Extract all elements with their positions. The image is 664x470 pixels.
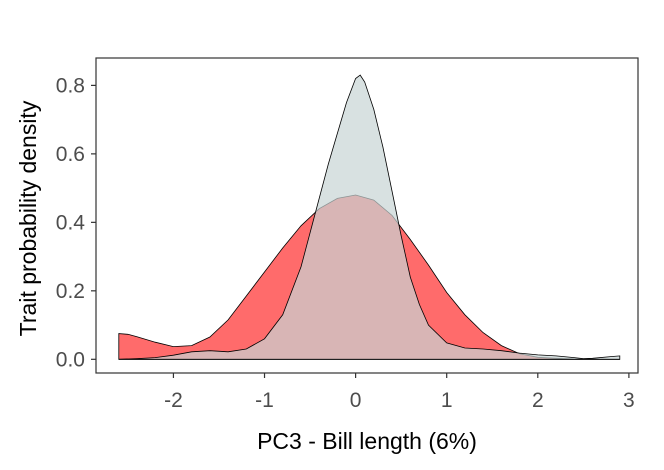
y-tick-label: 0.8 (56, 74, 85, 97)
x-axis-title: PC3 - Bill length (6%) (257, 428, 477, 454)
x-tick-label: 3 (623, 389, 635, 412)
density-area-2 (118, 74, 621, 360)
density-areas (118, 74, 621, 360)
x-axis: -2 -1 0 1 2 3 (164, 373, 635, 412)
y-axis: 0.0 0.2 0.4 0.6 0.8 (56, 74, 96, 371)
x-tick-label: 1 (441, 389, 453, 412)
x-tick-label: -2 (164, 389, 183, 412)
y-tick-label: 0.0 (56, 348, 85, 371)
x-tick-label: -1 (255, 389, 274, 412)
y-tick-label: 0.6 (56, 143, 85, 166)
y-axis-title: Trait probability density (15, 100, 41, 336)
x-tick-label: 0 (350, 389, 362, 412)
x-tick-label: 2 (532, 389, 544, 412)
y-tick-label: 0.2 (56, 280, 85, 303)
y-tick-label: 0.4 (56, 211, 86, 234)
plot-panel-border (95, 57, 639, 374)
